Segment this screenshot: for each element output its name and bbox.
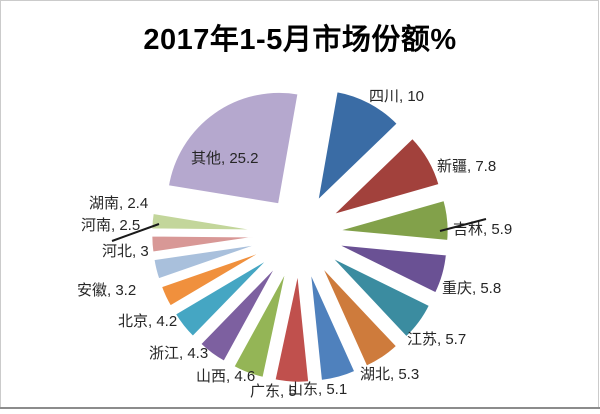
slice-label: 山东, 5.1 — [288, 381, 348, 398]
slice-label: 吉林, 5.9 — [453, 221, 513, 238]
chart-title: 2017年1-5月市场份额% — [143, 24, 457, 56]
pie-slice-10 — [198, 262, 280, 364]
pie-slice-4 — [334, 242, 449, 296]
slice-label: 江苏, 5.7 — [407, 331, 467, 348]
pie-slice-7 — [308, 268, 358, 383]
slice-label: 北京, 4.2 — [118, 313, 178, 330]
pie-slice-8 — [272, 269, 311, 385]
pie-slice-15 — [149, 211, 265, 233]
slice-label: 四川, 10 — [369, 88, 425, 105]
pie-slice-16 — [166, 90, 301, 207]
slice-label: 浙江, 4.3 — [149, 345, 209, 362]
slice-label: 河北, 3 — [102, 243, 149, 260]
slice-label: 安徽, 3.2 — [77, 282, 137, 299]
slice-label: 湖北, 5.3 — [360, 366, 420, 383]
pie-slice-5 — [328, 254, 432, 340]
bottom-divider — [0, 407, 600, 409]
slice-label: 重庆, 5.8 — [442, 280, 502, 297]
pie-slice-1 — [315, 89, 400, 206]
pie-slice-12 — [159, 248, 269, 309]
pie-slice-11 — [172, 255, 273, 340]
slice-label: 山西, 4.6 — [196, 368, 256, 385]
slice-label: 新疆, 7.8 — [437, 158, 497, 175]
pie-slice-2 — [330, 135, 442, 218]
pie-slice-13 — [151, 241, 266, 282]
slice-label: 广东, 5 — [250, 383, 297, 400]
pie-slice-6 — [318, 263, 400, 369]
pie-slice-9 — [231, 267, 289, 380]
slice-label: 湖南, 2.4 — [89, 195, 149, 212]
slice-label: 河南, 2.5 — [81, 217, 141, 234]
slice-label: 其他, 25.2 — [191, 150, 259, 167]
